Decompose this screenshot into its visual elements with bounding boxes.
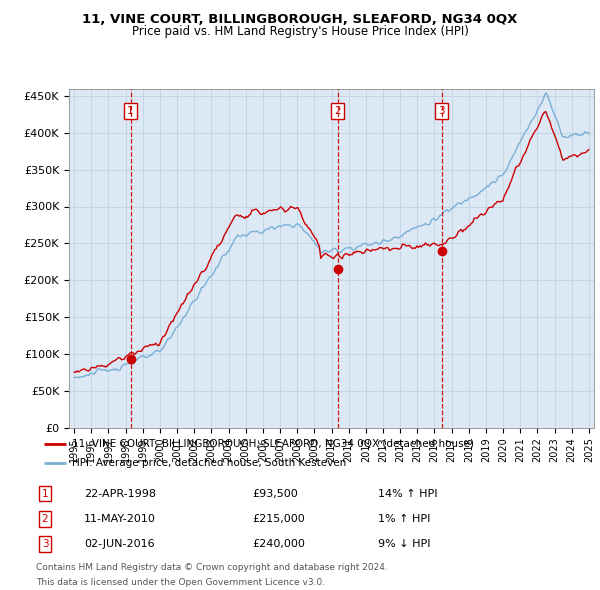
Text: 11, VINE COURT, BILLINGBOROUGH, SLEAFORD, NG34 0QX: 11, VINE COURT, BILLINGBOROUGH, SLEAFORD… [82, 13, 518, 26]
Text: 14% ↑ HPI: 14% ↑ HPI [378, 489, 437, 499]
Text: 9% ↓ HPI: 9% ↓ HPI [378, 539, 431, 549]
Text: 2: 2 [335, 106, 341, 116]
Text: £215,000: £215,000 [252, 514, 305, 524]
Text: 3: 3 [439, 106, 445, 116]
Text: 2: 2 [41, 514, 49, 524]
Text: 1% ↑ HPI: 1% ↑ HPI [378, 514, 430, 524]
Text: 1: 1 [41, 489, 49, 499]
Text: 3: 3 [41, 539, 49, 549]
Text: HPI: Average price, detached house, South Kesteven: HPI: Average price, detached house, Sout… [71, 458, 346, 468]
Text: This data is licensed under the Open Government Licence v3.0.: This data is licensed under the Open Gov… [36, 578, 325, 586]
Text: 11-MAY-2010: 11-MAY-2010 [84, 514, 156, 524]
Text: 1: 1 [127, 106, 134, 116]
Text: 02-JUN-2016: 02-JUN-2016 [84, 539, 155, 549]
Text: 22-APR-1998: 22-APR-1998 [84, 489, 156, 499]
Text: Price paid vs. HM Land Registry's House Price Index (HPI): Price paid vs. HM Land Registry's House … [131, 25, 469, 38]
Text: 11, VINE COURT, BILLINGBOROUGH, SLEAFORD, NG34 0QX (detached house): 11, VINE COURT, BILLINGBOROUGH, SLEAFORD… [71, 439, 473, 449]
Text: Contains HM Land Registry data © Crown copyright and database right 2024.: Contains HM Land Registry data © Crown c… [36, 563, 388, 572]
Text: £240,000: £240,000 [252, 539, 305, 549]
Text: £93,500: £93,500 [252, 489, 298, 499]
